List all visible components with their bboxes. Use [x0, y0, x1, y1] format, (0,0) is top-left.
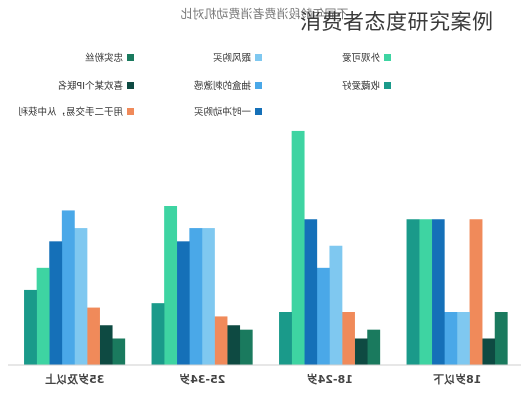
legend-label-7: 收藏爱好 — [341, 80, 380, 92]
bar-2-6 — [164, 206, 178, 365]
legend-item-1: 喜欢某个IP联名 — [57, 80, 134, 92]
x-axis-labels: 18岁以下 18-24岁 25-34岁 35岁及以上 — [45, 372, 481, 386]
legend-swatch-2 — [127, 108, 134, 115]
legend-label-6: 外观可爱 — [342, 52, 380, 64]
bar-1-6 — [291, 130, 305, 365]
legend-swatch-1 — [127, 82, 134, 89]
bar-0-0 — [494, 312, 508, 365]
bar-1-4 — [316, 267, 330, 365]
bar-0-2 — [469, 219, 483, 365]
legend-swatch-7 — [384, 82, 391, 89]
legend-item-6: 外观可爱 — [342, 52, 391, 64]
bar-3-5 — [49, 241, 63, 365]
x-tick-label-3: 35岁及以上 — [45, 372, 104, 386]
legend-swatch-6 — [384, 54, 391, 61]
bar-2-4 — [189, 228, 203, 365]
x-tick-label-1: 18-24岁 — [307, 372, 353, 386]
x-tick-label-0: 18岁以下 — [433, 372, 481, 386]
bar-3-0 — [112, 338, 126, 365]
legend-item-0: 忠实粉丝 — [85, 52, 134, 64]
bars-group — [24, 130, 508, 365]
bar-2-2 — [214, 316, 228, 365]
bar-1-3 — [329, 245, 343, 365]
chart-title: 不同年龄段消费者消费动机对比 — [180, 6, 348, 21]
bar-1-5 — [304, 219, 318, 365]
legend-swatch-3 — [255, 54, 262, 61]
bar-2-0 — [239, 329, 253, 365]
bar-3-3 — [74, 228, 88, 365]
bar-1-2 — [342, 312, 355, 365]
legend-swatch-4 — [255, 82, 262, 89]
bar-2-1 — [227, 325, 241, 365]
bar-0-4 — [444, 312, 458, 365]
legend-label-5: 一时冲动购买 — [194, 106, 251, 118]
bar-2-7 — [151, 303, 165, 365]
legend-label-0: 忠实粉丝 — [85, 52, 123, 64]
bar-0-1 — [482, 338, 496, 365]
legend-item-4: 抽盒的刺激感 — [193, 80, 262, 92]
legend-swatch-0 — [127, 54, 134, 61]
bar-3-2 — [87, 307, 100, 365]
bar-2-5 — [176, 241, 190, 365]
bar-1-0 — [367, 329, 381, 365]
bar-0-7 — [406, 219, 420, 365]
legend-label-1: 喜欢某个IP联名 — [57, 80, 123, 92]
bar-3-4 — [61, 210, 75, 365]
bar-1-1 — [354, 338, 368, 365]
legend-item-2: 用于二手交易，从中获利 — [18, 106, 134, 118]
legend-swatch-5 — [255, 108, 262, 115]
bar-0-5 — [431, 219, 445, 365]
x-tick-label-2: 25-34岁 — [179, 372, 225, 386]
bar-3-7 — [24, 289, 37, 365]
bar-3-6 — [36, 267, 50, 365]
legend-label-3: 跟风购买 — [213, 52, 251, 64]
bar-0-3 — [456, 312, 470, 365]
bar-0-6 — [419, 219, 433, 365]
bar-2-3 — [201, 228, 215, 365]
legend-item-5: 一时冲动购买 — [194, 106, 262, 118]
overlay-title: 消费者态度研究案例 — [300, 10, 494, 34]
bar-3-1 — [99, 325, 113, 365]
legend-item-7: 收藏爱好 — [341, 80, 391, 92]
legend-item-3: 跟风购买 — [213, 52, 262, 64]
legend-label-2: 用于二手交易，从中获利 — [18, 106, 123, 118]
legend-label-4: 抽盒的刺激感 — [193, 80, 251, 92]
bar-1-7 — [279, 312, 292, 365]
